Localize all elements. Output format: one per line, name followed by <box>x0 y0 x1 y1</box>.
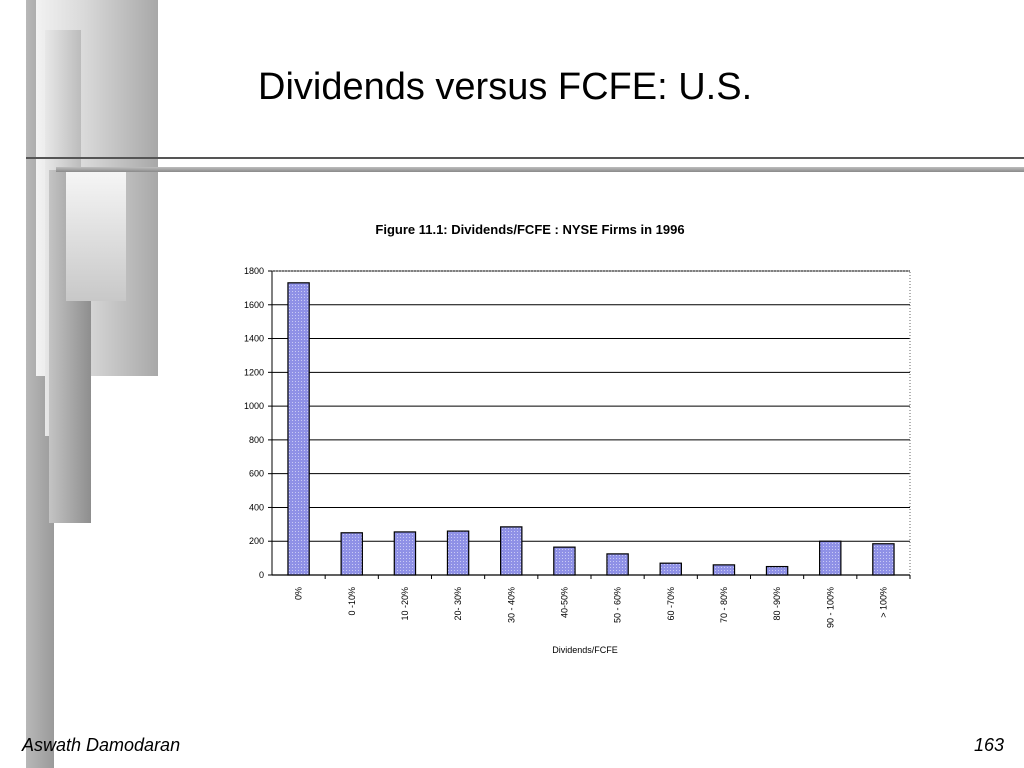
bar <box>819 540 842 576</box>
y-tick-label: 0 <box>259 570 264 580</box>
y-tick-label: 1200 <box>244 367 264 377</box>
slide-title: Dividends versus FCFE: U.S. <box>258 66 753 108</box>
y-tick-labels: 0 200 400 600 800 1000 1200 1400 1600 1800 <box>244 266 264 580</box>
chart-title: Figure 11.1: Dividends/FCFE : NYSE Firms… <box>375 222 685 237</box>
bar <box>340 532 363 576</box>
x-tick-label: 90 - 100% <box>825 587 835 628</box>
title-rule-shadow <box>56 167 1024 172</box>
y-tick-label: 600 <box>249 469 264 479</box>
decorative-block <box>66 170 126 301</box>
page-number: 163 <box>973 735 1004 755</box>
y-tick-label: 1400 <box>244 334 264 344</box>
y-tick-label: 1800 <box>244 266 264 276</box>
x-tick-label: 30 - 40% <box>506 587 516 623</box>
bar <box>659 562 682 576</box>
bar <box>287 282 310 576</box>
plot-frame <box>271 270 911 576</box>
y-tick-label: 800 <box>249 435 264 445</box>
bar <box>765 565 789 576</box>
y-tick-label: 200 <box>249 536 264 546</box>
bar <box>446 530 470 576</box>
x-tick-label: 60 -70% <box>666 587 676 621</box>
x-tick-label: > 100% <box>878 587 888 618</box>
x-tick-label: 50 - 60% <box>613 587 623 623</box>
bar-chart: 0 200 400 600 800 1000 1200 1400 1600 1800 0% 0 -1… <box>244 266 911 628</box>
bar <box>393 531 417 576</box>
bar <box>712 564 736 576</box>
y-tick-label: 400 <box>249 502 264 512</box>
x-tick-label: 70 - 80% <box>719 587 729 623</box>
x-tick-label: 0% <box>294 587 304 600</box>
y-tick-label: 1000 <box>244 401 264 411</box>
gridlines <box>272 270 910 576</box>
x-tick-label: 0 -10% <box>347 587 357 616</box>
bars <box>287 282 895 576</box>
x-tick-labels: 0% 0 -10% 10 -20% 20- 30% 30 - 40% 40-50% 50 -… <box>294 587 889 628</box>
title-rule <box>26 157 1024 159</box>
footer-author: Aswath Damodaran <box>22 735 181 755</box>
x-tick-label: 20- 30% <box>453 587 463 621</box>
bar <box>553 546 576 576</box>
x-tick-label: 80 -90% <box>772 587 782 621</box>
x-tick-label: 10 -20% <box>400 587 410 621</box>
bar <box>500 526 523 576</box>
y-tick-label: 1600 <box>244 300 264 310</box>
bar <box>872 543 895 576</box>
x-axis-title: Dividends/FCFE <box>552 645 618 655</box>
axes <box>268 270 911 579</box>
x-tick-label: 40-50% <box>559 587 569 618</box>
bar <box>606 553 629 576</box>
